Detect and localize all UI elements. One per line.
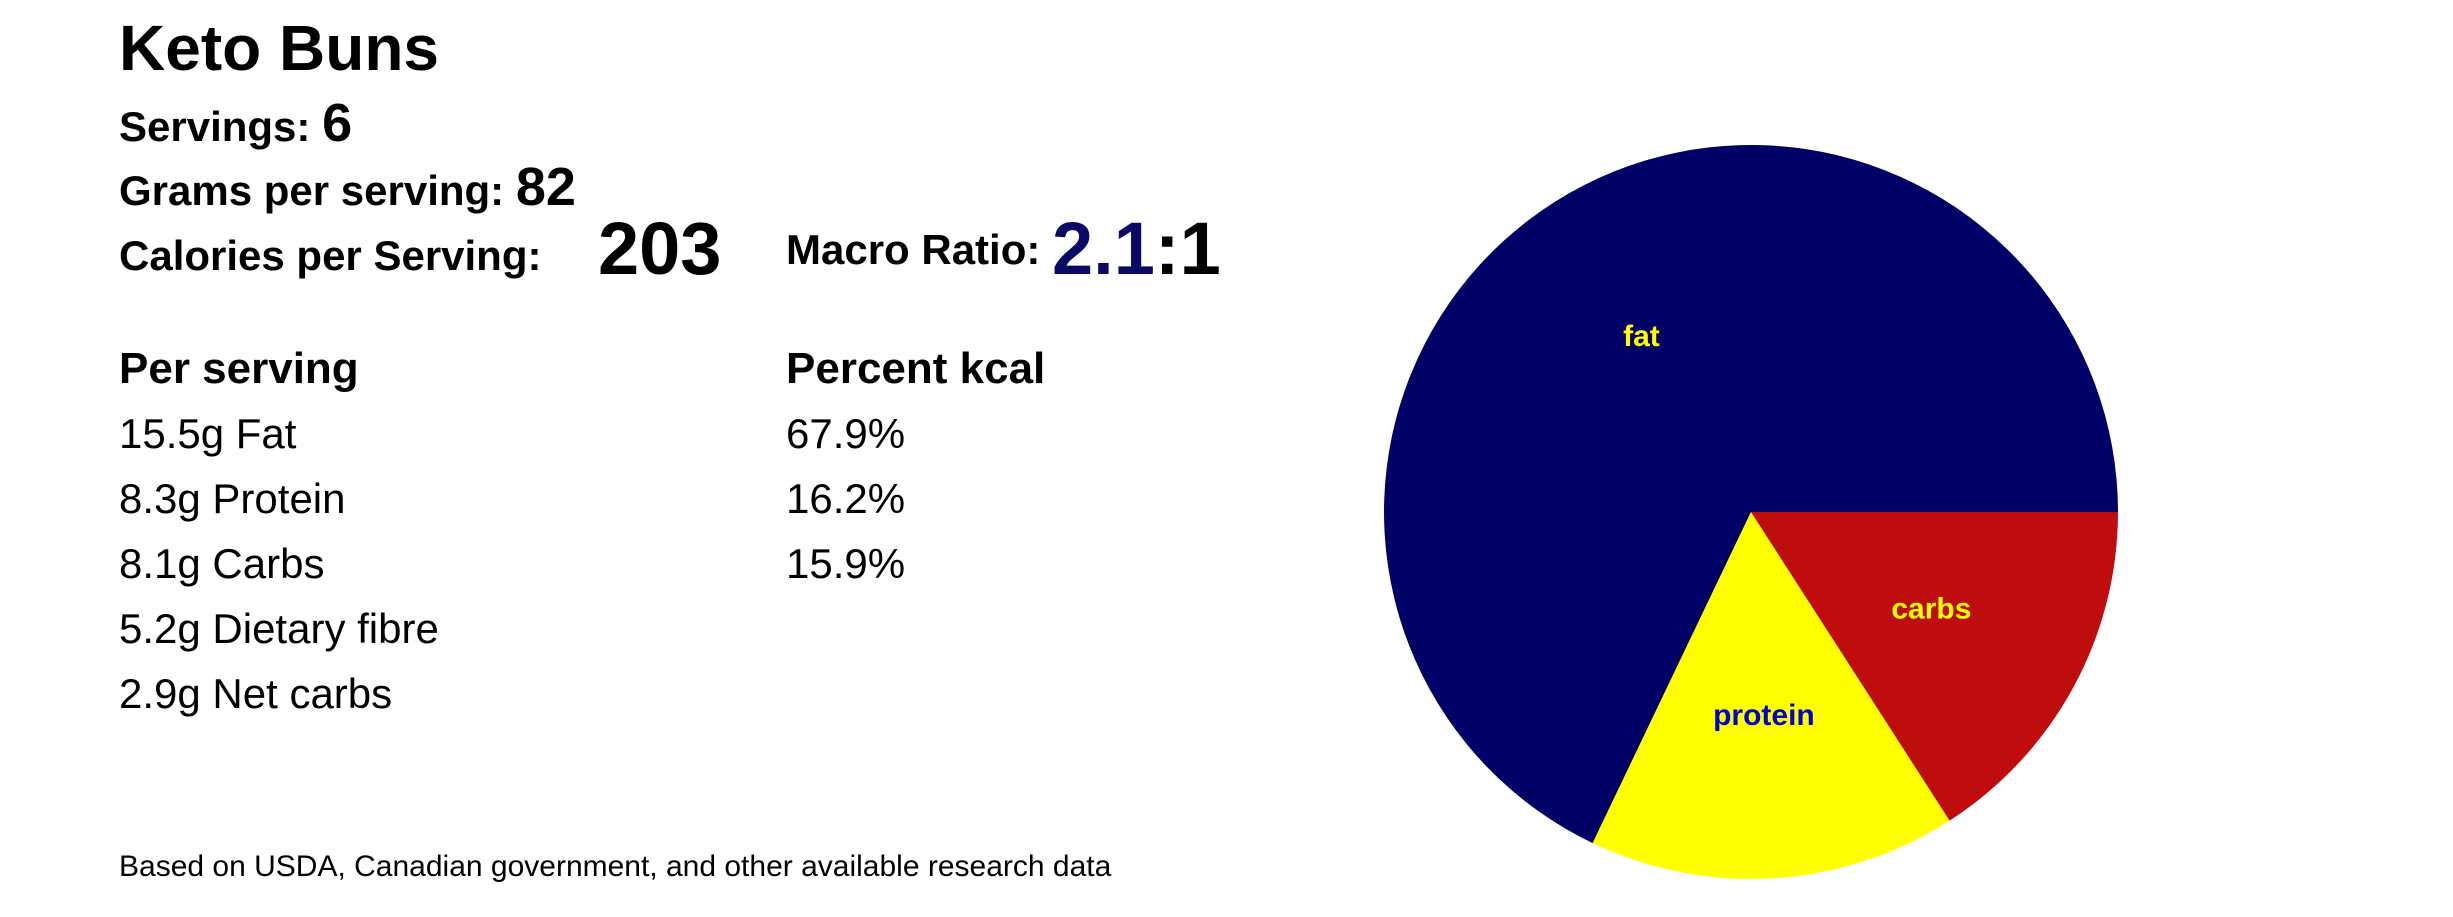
per-serving-row: 5.2g Dietary fibre: [119, 605, 439, 652]
macro-ratio: Macro Ratio: 2.1:1: [786, 212, 1221, 286]
per-serving-header: Per serving: [119, 344, 359, 393]
per-serving-row: 8.3g Protein: [119, 475, 346, 522]
macro-ratio-label: Macro Ratio:: [786, 226, 1053, 273]
servings-label: Servings:: [119, 103, 323, 150]
per-serving-row: 8.1g Carbs: [119, 540, 325, 587]
pie-label-protein: protein: [1713, 699, 1815, 732]
macro-ratio-value: 2.1: [1052, 207, 1155, 290]
calories-label: Calories per Serving:: [119, 232, 542, 279]
per-serving-row: 15.5g Fat: [119, 410, 297, 457]
servings-line: Servings: 6: [119, 96, 352, 150]
percent-kcal-row: 16.2%: [786, 475, 906, 522]
grams-line: Grams per serving: 82: [119, 160, 576, 214]
percent-kcal-row: 67.9%: [786, 410, 906, 457]
source-footnote: Based on USDA, Canadian government, and …: [119, 850, 1112, 883]
grams-value: 82: [515, 157, 576, 217]
macro-ratio-separator: :: [1154, 207, 1180, 290]
percent-kcal-row: 15.9%: [786, 540, 906, 587]
servings-value: 6: [322, 93, 353, 153]
percent-kcal-header: Percent kcal: [786, 344, 1046, 393]
grams-label: Grams per serving:: [119, 167, 516, 214]
recipe-title: Keto Buns: [119, 12, 439, 84]
macro-ratio-one: 1: [1179, 207, 1221, 290]
pie-slice-fat: [1384, 144, 2118, 844]
pie-slice-protein: [1592, 512, 1950, 880]
calories-value: 203: [598, 207, 722, 290]
pie-slice-carbs: [1751, 512, 2118, 821]
per-serving-row: 2.9g Net carbs: [119, 670, 393, 717]
pie-label-fat: fat: [1623, 320, 1660, 353]
pie-label-carbs: carbs: [1891, 592, 1971, 625]
